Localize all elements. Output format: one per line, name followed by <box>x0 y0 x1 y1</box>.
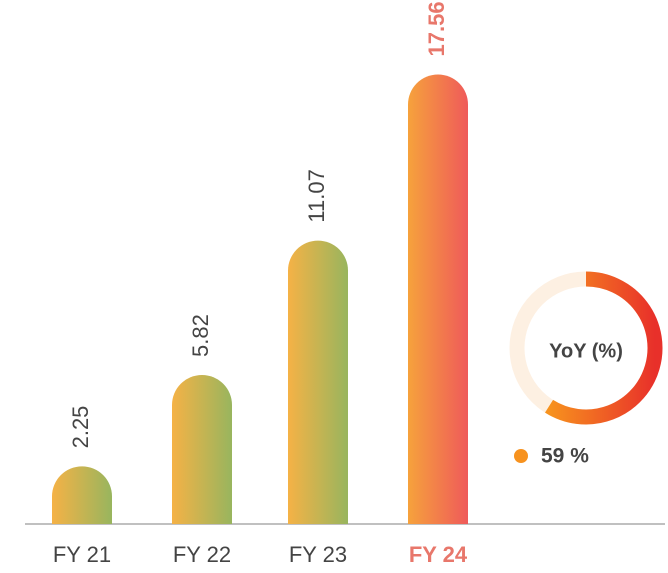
bar <box>172 375 232 524</box>
category-label: FY 24 <box>409 542 468 567</box>
bar <box>52 466 112 524</box>
value-label: 17.56 <box>424 1 449 56</box>
legend-dot <box>514 449 528 463</box>
bar <box>408 74 468 525</box>
category-label: FY 23 <box>289 542 347 567</box>
donut-title: YoY (%) <box>549 340 623 362</box>
bar <box>288 240 348 524</box>
donut-arc <box>545 271 663 425</box>
value-label: 5.82 <box>188 314 213 357</box>
category-label: FY 22 <box>173 542 231 567</box>
donut-value-label: 59 % <box>541 445 589 468</box>
value-label: 2.25 <box>68 406 93 449</box>
value-label: 11.07 <box>304 169 329 222</box>
category-label: FY 21 <box>53 542 111 567</box>
